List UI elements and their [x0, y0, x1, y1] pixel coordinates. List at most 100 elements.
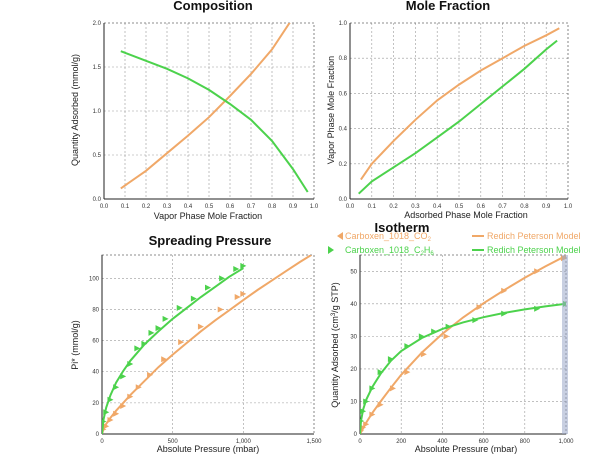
x-tick-label: 1,500	[306, 439, 322, 445]
green-data-point	[387, 356, 394, 363]
legend-model-label: Redich Peterson Model	[487, 231, 581, 241]
y-tick-label: 0.0	[339, 197, 348, 203]
orange-data-point	[534, 268, 541, 275]
chart-title: Mole Fraction	[406, 0, 491, 13]
legend-model-label: Redich Peterson Model	[487, 245, 581, 255]
series-group	[360, 255, 566, 434]
x-tick-label: 0.4	[433, 204, 442, 210]
green-data-point	[176, 304, 183, 311]
y-tick-label: 10	[350, 399, 357, 405]
x-tick-label: 0.9	[542, 204, 551, 210]
legend-text: H	[424, 245, 431, 255]
orange-data-point	[161, 356, 168, 363]
y-tick-label: 100	[89, 276, 100, 282]
composition-chart: 0.0 0.1 0.2 0.3 0.4 0.5 0.6 0.7 0.8 0.9 1.0 0.0 0.5 1…	[70, 0, 319, 221]
green-data-point	[233, 266, 240, 273]
green-data-point	[534, 305, 541, 312]
y-tick-label: 60	[92, 339, 99, 345]
spreading-pressure-chart: 0 500 1,000 1,500 0 20 40 60 80 100 Spreading Pres…	[70, 233, 322, 454]
x-tick-label: 0.1	[368, 204, 377, 210]
orange-data-point	[217, 306, 224, 313]
green-data-point	[472, 317, 479, 324]
green-data-point	[162, 315, 169, 322]
green-data-point	[120, 373, 127, 380]
isotherm-chart: 0 200 400 600 800 1,000 0 10 20 30 40 50 Isotherm Abs…	[328, 220, 581, 454]
y-tick-label: 0.6	[339, 91, 348, 97]
x-tick-label: 0.4	[184, 204, 193, 210]
y-tick-label: 0.2	[339, 162, 348, 168]
green-data-point	[404, 343, 411, 350]
orange-series-line	[360, 27, 560, 181]
y-tick-label: 40	[92, 370, 99, 376]
orange-data-point	[120, 402, 127, 409]
y-tick-label: 2.0	[93, 21, 102, 27]
green-data-point	[431, 328, 438, 335]
x-tick-label: 400	[437, 439, 448, 445]
green-series-line	[358, 39, 558, 195]
orange-data-point	[107, 416, 114, 423]
green-data-point	[219, 275, 226, 282]
orange-data-point	[197, 323, 204, 330]
series-group	[358, 27, 560, 195]
green-data-point	[360, 408, 367, 415]
range-handle	[562, 255, 568, 434]
orange-data-point	[369, 411, 376, 418]
x-tick-label: 800	[520, 439, 531, 445]
green-data-point	[102, 419, 107, 424]
chart-title: Spreading Pressure	[149, 233, 272, 248]
orange-data-point	[127, 393, 134, 400]
y-tick-label: 0.4	[339, 127, 348, 133]
x-tick-label: 0.3	[411, 204, 420, 210]
orange-data-point	[240, 290, 247, 297]
x-tick-label: 0.0	[346, 204, 355, 210]
green-data-point	[418, 333, 425, 340]
green-data-point	[107, 396, 114, 403]
y-tick-label: 80	[92, 307, 99, 313]
green-series-line	[360, 302, 566, 434]
legend-sub: 6	[430, 251, 434, 257]
orange-series-line	[120, 23, 291, 190]
x-tick-label: 1.0	[564, 204, 573, 210]
y-axis-label: Pi* (mmol/g)	[70, 320, 80, 370]
green-data-point	[363, 398, 370, 405]
y-axis-label-part: /g STP)	[330, 282, 340, 313]
legend-sub: 2	[421, 251, 425, 257]
legend-text: Carboxen_1018_CO	[345, 231, 428, 241]
x-axis-label: Absolute Pressure (mbar)	[157, 444, 260, 454]
green-data-point	[148, 329, 155, 336]
x-tick-label: 0.1	[121, 204, 130, 210]
orange-data-point	[443, 333, 450, 340]
x-tick-label: 0	[358, 439, 362, 445]
green-data-point	[205, 284, 211, 291]
x-tick-label: 0.3	[163, 204, 172, 210]
x-tick-label: 500	[168, 439, 179, 445]
x-tick-label: 600	[479, 439, 490, 445]
y-tick-label: 1.5	[93, 65, 102, 71]
y-tick-label: 0	[96, 432, 100, 438]
x-tick-label: 0.2	[142, 204, 151, 210]
x-tick-label: 200	[396, 439, 407, 445]
x-tick-label: 0.6	[477, 204, 486, 210]
y-axis-label: Vapor Phase Mole Fraction	[326, 56, 336, 164]
legend-marker	[337, 232, 343, 240]
legend: Carboxen_1018_CO2 Redich Peterson ModelCa…	[328, 231, 581, 257]
legend-sub: 2	[428, 237, 432, 243]
green-data-point	[190, 295, 197, 302]
green-data-point	[369, 385, 376, 392]
orange-data-point	[389, 385, 396, 392]
green-data-point	[445, 323, 452, 330]
green-data-point	[240, 262, 247, 269]
y-tick-label: 1.0	[339, 21, 348, 27]
x-tick-label: 0.5	[205, 204, 214, 210]
orange-data-point	[476, 304, 483, 311]
y-axis-label: Quantity Adsorbed (mmol/g)	[70, 54, 80, 166]
y-tick-label: 50	[350, 269, 357, 275]
green-data-point	[134, 345, 141, 352]
orange-data-point	[363, 421, 370, 428]
y-tick-label: 30	[350, 334, 357, 340]
legend-marker	[328, 246, 334, 254]
green-series-line	[120, 50, 309, 193]
x-tick-label: 0.0	[100, 204, 109, 210]
x-tick-label: 0.8	[268, 204, 277, 210]
